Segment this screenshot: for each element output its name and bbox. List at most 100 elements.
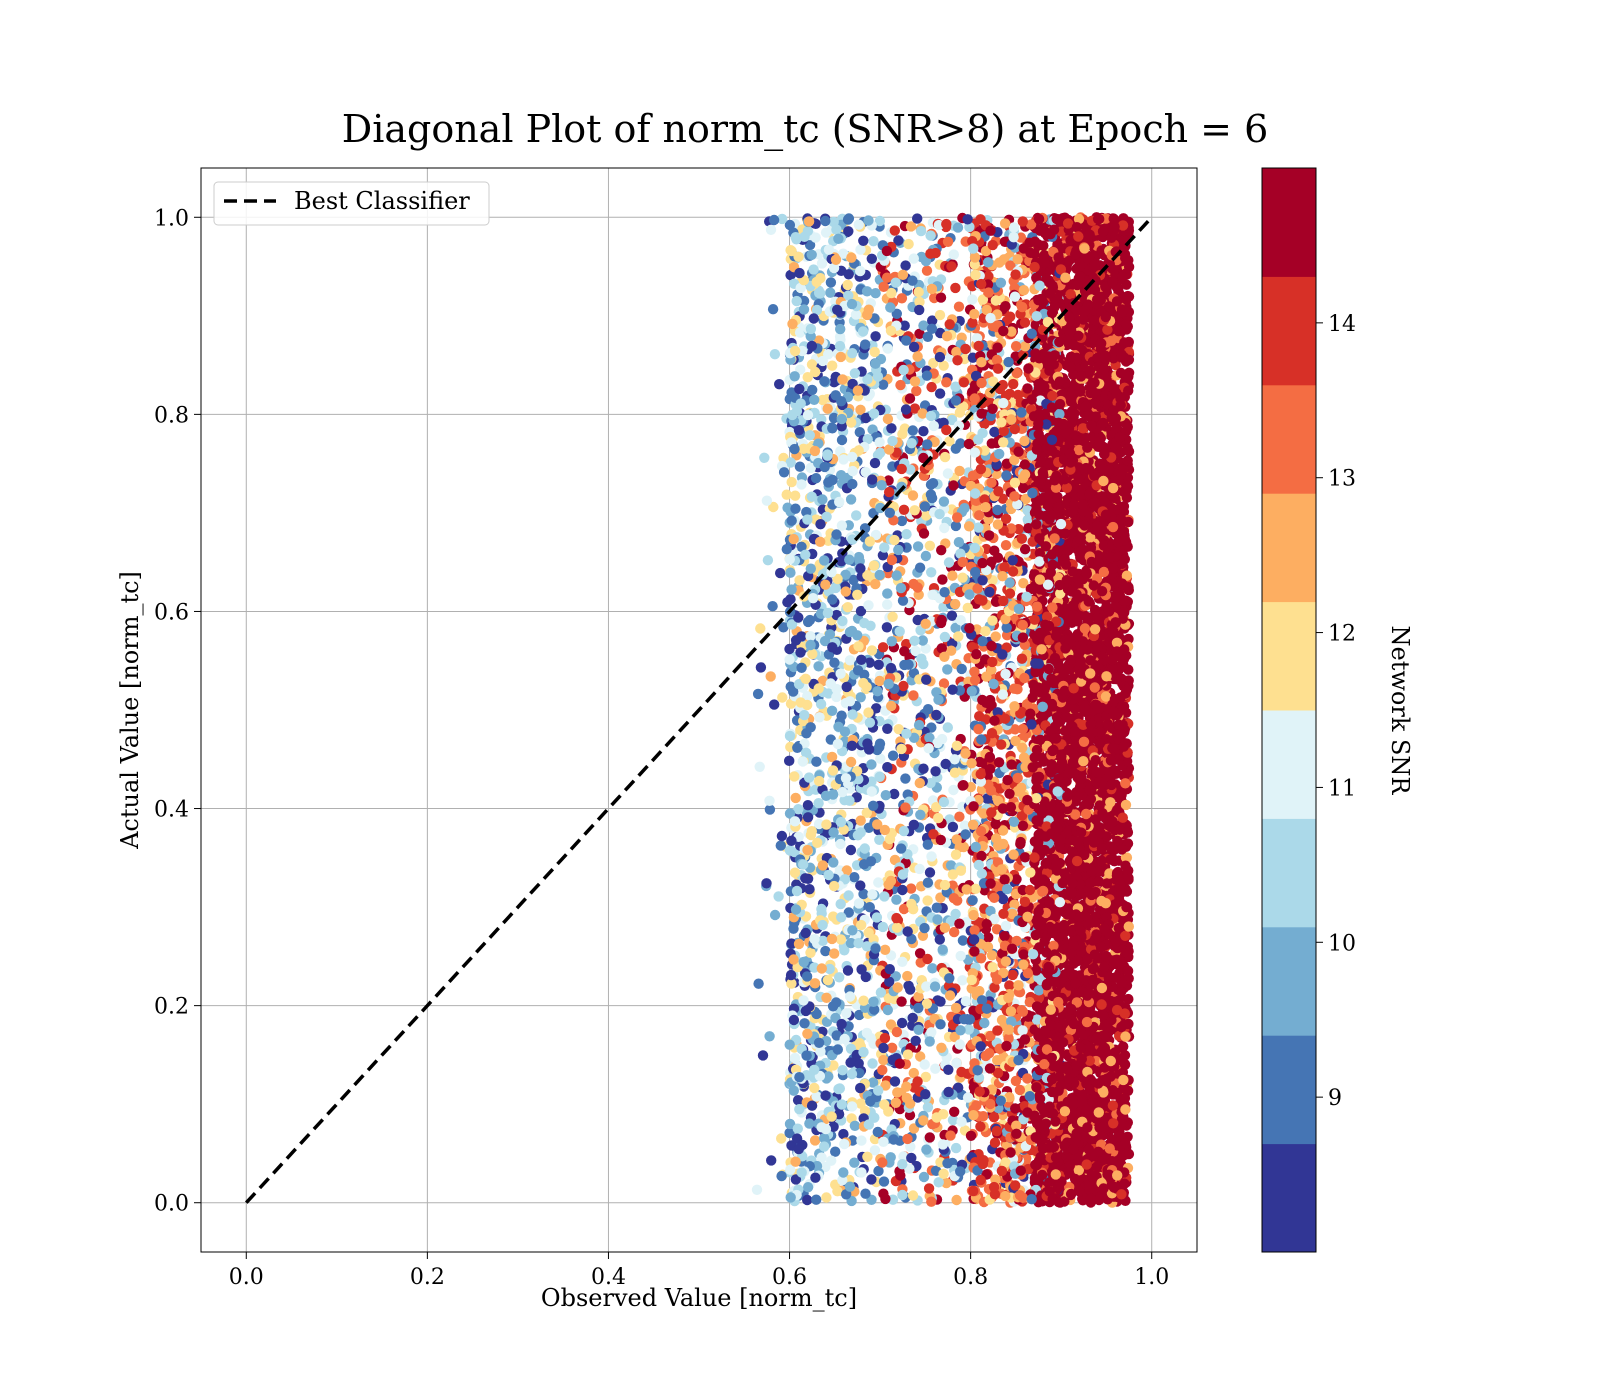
scatter-point <box>956 951 966 961</box>
scatter-point <box>766 1155 776 1165</box>
scatter-point <box>888 751 898 761</box>
scatter-point <box>847 1101 857 1111</box>
scatter-point <box>764 796 774 806</box>
scatter-point <box>900 802 910 812</box>
scatter-point <box>1000 301 1010 311</box>
scatter-point <box>872 912 882 922</box>
scatter-point <box>958 935 968 945</box>
scatter-point <box>930 766 940 776</box>
scatter-point <box>796 479 806 489</box>
scatter-point <box>922 895 932 905</box>
scatter-point <box>829 658 839 668</box>
scatter-point <box>1011 1076 1021 1086</box>
scatter-point <box>835 1083 845 1093</box>
scatter-point <box>882 724 892 734</box>
scatter-point <box>828 857 838 867</box>
scatter-point <box>821 993 831 1003</box>
scatter-point <box>880 945 890 955</box>
scatter-point <box>1010 424 1020 434</box>
scatter-point <box>878 922 888 932</box>
scatter-point <box>752 1185 762 1195</box>
scatter-point <box>837 435 847 445</box>
scatter-point <box>887 612 897 622</box>
scatter-point <box>926 1027 936 1037</box>
chart-title: Diagonal Plot of norm_tc (SNR>8) at Epoc… <box>342 107 1269 152</box>
scatter-point <box>921 675 931 685</box>
scatter-point <box>1020 459 1030 469</box>
scatter-point <box>855 244 865 254</box>
scatter-point <box>882 622 892 632</box>
scatter-point <box>923 840 933 850</box>
scatter-point <box>811 1195 821 1205</box>
scatter-point <box>906 883 916 893</box>
scatter-point <box>775 568 785 578</box>
scatter-point <box>825 288 835 298</box>
scatter-point <box>753 689 763 699</box>
scatter-point <box>792 743 802 753</box>
scatter-point <box>793 1124 803 1134</box>
scatter-point <box>830 1147 840 1157</box>
scatter-point <box>932 903 942 913</box>
scatter-point <box>811 757 821 767</box>
scatter-point <box>803 800 813 810</box>
scatter-point <box>766 671 776 681</box>
scatter-point <box>927 963 937 973</box>
scatter-point <box>936 292 946 302</box>
scatter-point <box>803 1182 813 1192</box>
scatter-point <box>776 840 786 850</box>
scatter-point <box>900 773 910 783</box>
scatter-point <box>1025 867 1035 877</box>
scatter-point <box>883 414 893 424</box>
scatter-point <box>877 1065 887 1075</box>
scatter-point <box>860 1189 870 1199</box>
scatter-point <box>804 1118 814 1128</box>
scatter-point <box>954 812 964 822</box>
scatter-point <box>773 891 783 901</box>
scatter-point <box>891 895 901 905</box>
scatter-point <box>810 1135 820 1145</box>
scatter-point <box>1001 540 1011 550</box>
scatter-point <box>827 361 837 371</box>
scatter-point <box>886 423 896 433</box>
scatter-point <box>807 385 817 395</box>
scatter-point <box>836 912 846 922</box>
scatter-point <box>948 822 958 832</box>
scatter-point <box>764 1031 774 1041</box>
scatter-point <box>1011 874 1021 884</box>
scatter-point <box>913 582 923 592</box>
scatter-point <box>870 331 880 341</box>
scatter-point <box>967 318 977 328</box>
scatter-point <box>897 293 907 303</box>
scatter-point <box>942 664 952 674</box>
scatter-point <box>936 545 946 555</box>
scatter-point <box>837 520 847 530</box>
scatter-point <box>951 1058 961 1068</box>
scatter-point <box>763 555 773 565</box>
scatter-point <box>805 948 815 958</box>
scatter-point <box>896 996 906 1006</box>
scatter-point <box>846 494 856 504</box>
scatter-point <box>937 574 947 584</box>
plot-area <box>201 168 1197 1252</box>
scatter-point <box>867 254 877 264</box>
scatter-point <box>802 1195 812 1205</box>
scatter-point <box>930 1064 940 1074</box>
scatter-point <box>766 225 776 235</box>
scatter-point <box>856 692 866 702</box>
scatter-point <box>834 972 844 982</box>
scatter-point <box>795 462 805 472</box>
scatter-point <box>923 878 933 888</box>
scatter-point <box>1001 470 1011 480</box>
scatter-point <box>846 845 856 855</box>
scatter-point <box>870 347 880 357</box>
scatter-point <box>867 1058 877 1068</box>
scatter-point <box>787 477 797 487</box>
scatter-point <box>958 780 968 790</box>
scatter-point <box>866 1174 876 1184</box>
scatter-point <box>839 1139 849 1149</box>
scatter-point <box>922 266 932 276</box>
scatter-point <box>850 1121 860 1131</box>
scatter-point <box>770 349 780 359</box>
scatter-point <box>897 885 907 895</box>
scatter-point <box>845 655 855 665</box>
